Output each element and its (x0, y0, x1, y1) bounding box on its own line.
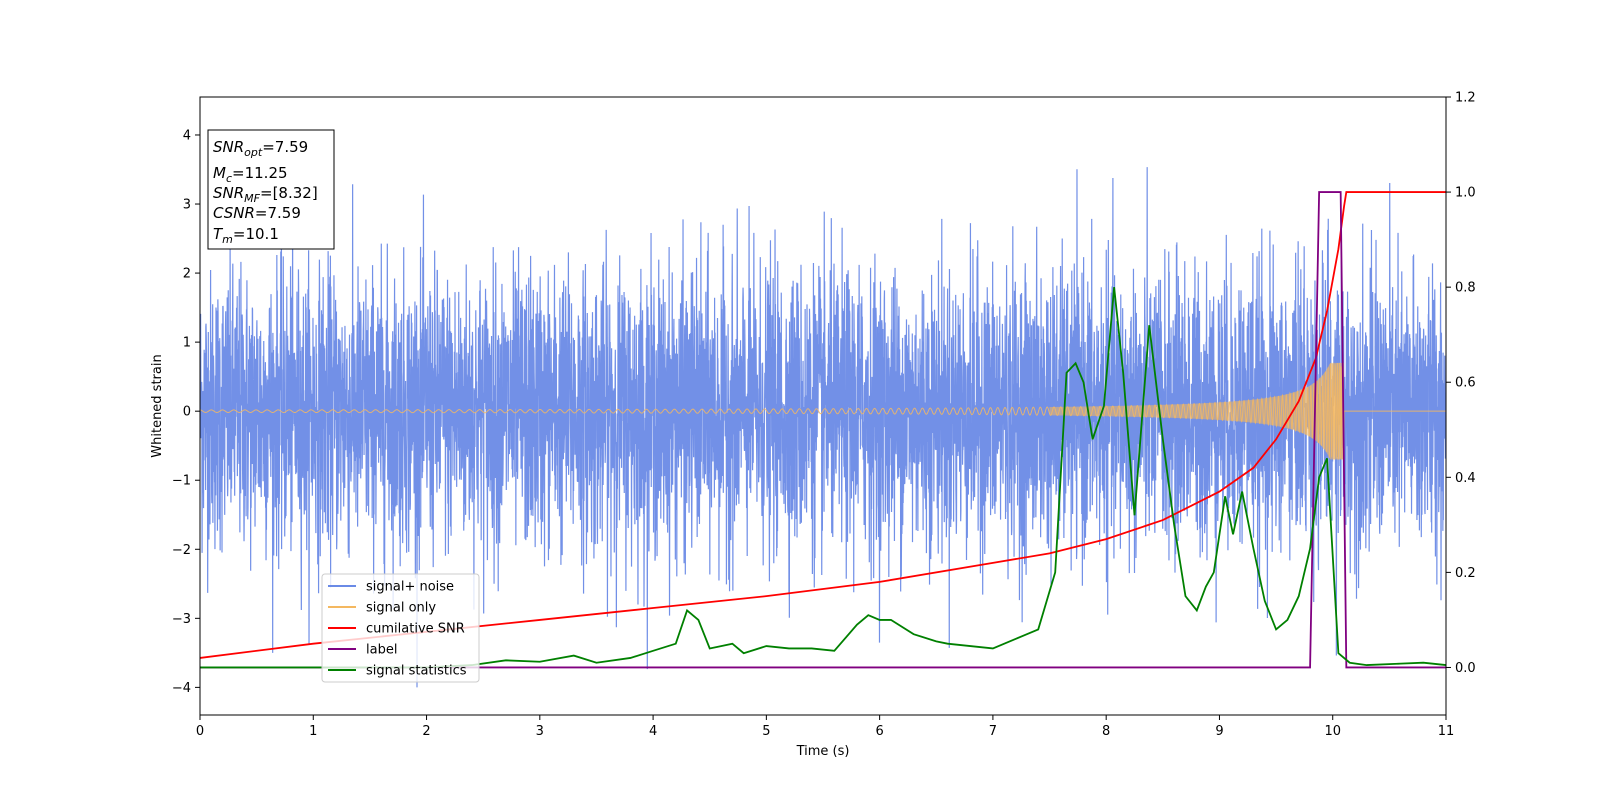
y-right-tick-label: 0.4 (1455, 471, 1476, 486)
x-tick-label: 9 (1215, 724, 1223, 739)
x-tick-label: 2 (422, 724, 430, 739)
info-box-line: Tm=10.1 (213, 225, 279, 246)
series-signal-statistics-line (200, 287, 1446, 669)
legend-label: label (366, 643, 397, 658)
x-axis-label: Time (s) (796, 744, 850, 759)
x-tick-label: 6 (875, 724, 883, 739)
axes-layer: 0 1 2 3 4 5 6 7 8 9 10 11 −4 −3 −2 −1 0 1 2 3 4 0.0 0.2 0.4 0.6 0… (172, 91, 1476, 740)
series-cumilative-snr-line (200, 191, 1446, 659)
y-tick-label: 1 (183, 336, 191, 351)
info-box-frame (207, 129, 335, 250)
x-tick-label: 11 (1438, 724, 1455, 739)
y-tick-label: −4 (172, 681, 191, 696)
y-tick-label: −3 (172, 612, 191, 627)
x-tick-label: 10 (1324, 724, 1341, 739)
x-tick-label: 0 (196, 724, 204, 739)
y-tick-label: 0 (183, 405, 191, 420)
y-tick-label: −2 (172, 543, 191, 558)
x-tick-label: 1 (309, 724, 317, 739)
info-box-line: Mc=11.25 (213, 164, 288, 185)
legend-label: cumilative SNR (366, 622, 465, 637)
y-right-tick-label: 1.0 (1455, 186, 1476, 201)
y-tick-label: −1 (172, 474, 191, 489)
y-right-tick-label: 0.2 (1455, 566, 1476, 581)
info-box-line: SNRopt=7.59 (213, 138, 308, 159)
y-right-tick-label: 0.6 (1455, 376, 1476, 391)
legend-frame (321, 573, 480, 683)
x-tick-label: 8 (1102, 724, 1110, 739)
y-tick-label: 2 (183, 267, 191, 282)
y-right-tick-label: 0.0 (1455, 661, 1476, 676)
legend-label: signal+ noise (366, 580, 454, 595)
x-tick-label: 5 (762, 724, 770, 739)
y-axis-label: Whitened strain (150, 354, 165, 457)
x-tick-label: 4 (649, 724, 657, 739)
info-box-line: CSNR=7.59 (213, 204, 301, 222)
plot-frame (199, 96, 1447, 716)
x-tick-label: 3 (536, 724, 544, 739)
series-signal-only-envelope (1049, 362, 1345, 460)
legend: signal+ noise signal only cumilative SNR la… (321, 573, 480, 683)
info-box-line: SNRMF=[8.32] (213, 184, 318, 205)
y-tick-label: 4 (183, 128, 191, 143)
y-right-tick-label: 0.8 (1455, 281, 1476, 296)
series-label-line (200, 191, 1446, 669)
info-box: SNRopt=7.59 Mc=11.25SNRMF=[8.32]CSNR=7.59… (207, 129, 335, 250)
series-signal-noise-line (200, 167, 1446, 688)
legend-label: signal statistics (366, 664, 467, 679)
legend-label: signal only (366, 601, 436, 616)
y-tick-label: 3 (183, 198, 191, 213)
y-right-tick-label: 1.2 (1455, 91, 1476, 106)
plot-data-layer (200, 167, 1446, 688)
x-tick-label: 7 (989, 724, 997, 739)
